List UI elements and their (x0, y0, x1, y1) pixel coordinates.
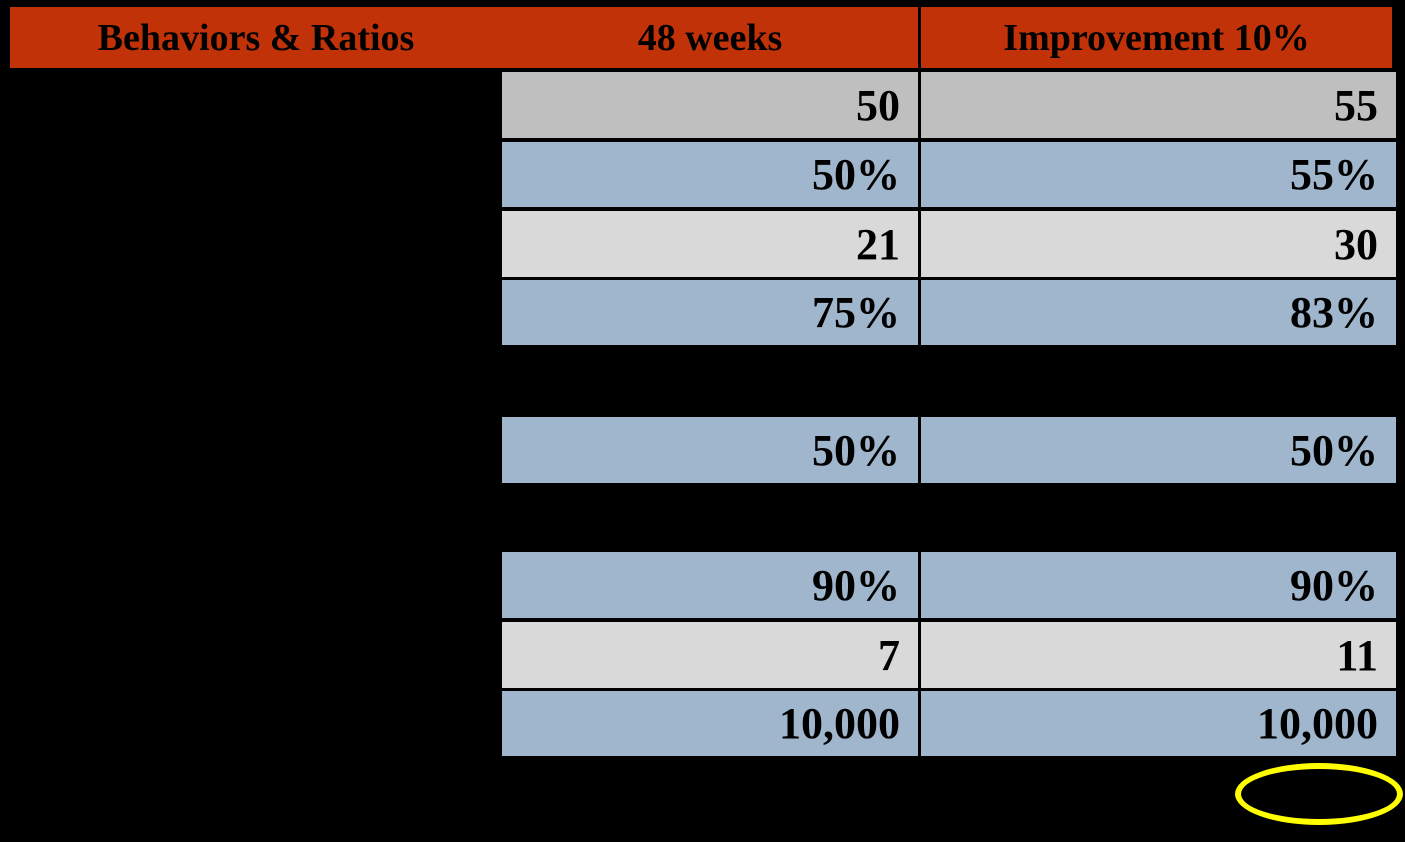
cell-improvement-row-7: 11 (921, 622, 1396, 688)
cell-improvement-row-5: 50% (921, 417, 1396, 483)
cell-improvement-row-2: 55% (921, 142, 1396, 207)
cell-48-weeks-row-4: 75% (502, 280, 918, 345)
table-row-5: 50% 50% (0, 417, 1405, 483)
table-row-8: 10,000 10,000 (0, 691, 1405, 756)
cell-improvement-row-1: 55 (921, 72, 1396, 138)
table-row-6: 90% 90% (0, 552, 1405, 618)
header-behaviors-ratios: Behaviors & Ratios (97, 16, 415, 59)
highlight-ellipse-bottom (1235, 763, 1403, 825)
header-improvement-10: Improvement 10% (918, 7, 1392, 68)
cell-improvement-row-6: 90% (921, 552, 1396, 618)
header-48-weeks: 48 weeks (637, 16, 783, 59)
table-row-2: 50% 55% (0, 142, 1405, 207)
cell-48-weeks-row-5: 50% (502, 417, 918, 483)
cell-48-weeks-row-6: 90% (502, 552, 918, 618)
cell-improvement-row-3: 30 (921, 211, 1396, 277)
table-header-row: Behaviors & Ratios 48 weeks Improvement … (10, 7, 1392, 68)
cell-48-weeks-row-3: 21 (502, 211, 918, 277)
table-row-3: 21 30 (0, 211, 1405, 277)
table-row-1: 50 55 (0, 72, 1405, 138)
cell-48-weeks-row-7: 7 (502, 622, 918, 688)
table-row-4: 75% 83% (0, 280, 1405, 345)
cell-48-weeks-row-1: 50 (502, 72, 918, 138)
cell-improvement-row-4: 83% (921, 280, 1396, 345)
table-row-7: 7 11 (0, 622, 1405, 688)
cell-improvement-row-8: 10,000 (921, 691, 1396, 756)
cell-48-weeks-row-8: 10,000 (502, 691, 918, 756)
cell-48-weeks-row-2: 50% (502, 142, 918, 207)
